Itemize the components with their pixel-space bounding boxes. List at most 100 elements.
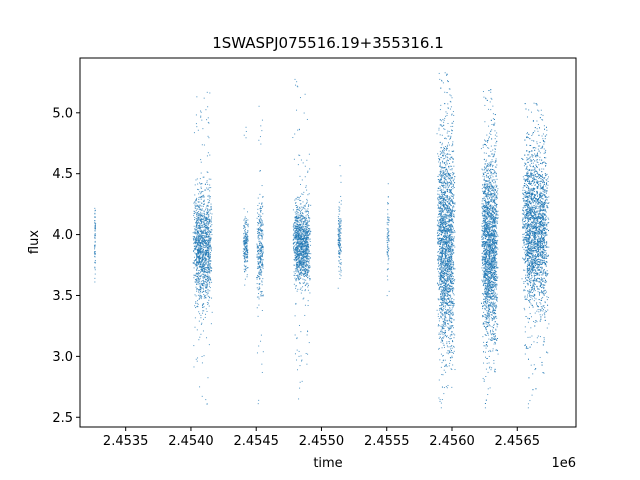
data-point xyxy=(202,287,204,289)
data-point xyxy=(207,209,209,211)
data-point xyxy=(197,219,198,221)
data-point xyxy=(196,281,198,283)
data-point xyxy=(300,292,302,294)
data-point xyxy=(256,255,258,257)
data-point xyxy=(301,225,303,227)
data-point xyxy=(300,241,302,243)
data-point xyxy=(206,310,208,312)
data-point xyxy=(260,270,262,272)
data-point xyxy=(209,281,211,283)
data-point xyxy=(256,283,258,285)
data-point xyxy=(262,295,264,297)
data-point xyxy=(203,282,205,284)
data-point xyxy=(209,279,211,281)
data-point xyxy=(444,231,446,233)
data-point xyxy=(295,243,297,245)
data-point xyxy=(244,220,246,222)
data-point xyxy=(247,249,249,251)
data-point xyxy=(387,268,389,270)
data-point xyxy=(196,213,198,215)
data-point xyxy=(443,387,445,389)
data-point xyxy=(444,312,446,314)
data-point xyxy=(297,227,299,229)
data-point xyxy=(298,227,300,229)
data-point xyxy=(440,251,442,253)
data-point xyxy=(94,225,96,227)
data-point xyxy=(257,232,259,234)
data-point xyxy=(302,263,304,265)
data-point xyxy=(448,284,450,286)
data-point xyxy=(449,240,451,242)
data-point xyxy=(262,196,264,198)
data-point xyxy=(305,241,307,243)
data-point xyxy=(247,237,249,239)
data-point xyxy=(206,233,208,235)
data-point xyxy=(447,157,449,159)
data-point xyxy=(449,291,451,293)
data-point xyxy=(261,130,263,132)
data-point xyxy=(299,272,301,274)
data-point xyxy=(306,238,308,240)
data-point xyxy=(257,267,259,269)
data-point xyxy=(196,267,198,269)
data-point xyxy=(338,206,340,208)
data-point xyxy=(386,252,388,254)
data-point xyxy=(450,251,452,253)
data-point xyxy=(294,353,296,355)
data-point xyxy=(299,259,301,261)
data-point xyxy=(198,208,200,210)
data-point xyxy=(338,229,340,231)
data-point xyxy=(94,277,96,279)
data-point xyxy=(452,300,454,302)
data-point xyxy=(448,241,450,243)
data-point xyxy=(303,255,305,257)
data-point xyxy=(257,274,259,276)
data-point xyxy=(452,171,454,173)
data-point xyxy=(201,205,203,207)
data-point xyxy=(302,286,304,288)
data-point xyxy=(210,260,212,262)
data-point xyxy=(244,240,246,242)
data-point xyxy=(338,236,340,238)
data-point xyxy=(338,220,340,222)
data-point xyxy=(260,256,262,258)
data-point xyxy=(209,277,211,279)
data-point xyxy=(441,197,443,199)
data-point xyxy=(294,220,296,222)
data-point xyxy=(448,262,450,264)
data-point xyxy=(307,331,309,333)
data-point xyxy=(300,254,302,256)
data-point xyxy=(296,262,298,264)
data-point xyxy=(198,245,200,247)
data-point xyxy=(449,138,451,140)
data-point xyxy=(244,228,246,230)
data-point xyxy=(209,209,211,211)
data-point xyxy=(301,266,303,268)
data-point xyxy=(244,251,246,253)
data-point xyxy=(260,291,262,293)
data-point xyxy=(299,250,301,252)
data-point xyxy=(257,403,259,405)
data-point xyxy=(299,282,301,284)
data-point xyxy=(439,124,441,126)
data-point xyxy=(447,211,449,213)
data-point xyxy=(243,244,245,246)
data-point xyxy=(307,210,309,212)
data-point xyxy=(303,273,305,275)
data-point xyxy=(200,246,202,248)
data-point xyxy=(259,266,261,268)
data-point xyxy=(309,233,311,235)
data-point xyxy=(439,258,441,260)
data-point xyxy=(340,275,342,277)
data-point xyxy=(206,260,208,262)
data-point xyxy=(206,280,208,282)
data-point xyxy=(256,212,258,214)
data-point xyxy=(206,403,208,405)
data-point xyxy=(199,236,201,238)
data-point xyxy=(203,203,205,205)
data-point xyxy=(257,258,259,260)
data-point xyxy=(94,235,96,237)
data-point xyxy=(438,334,440,336)
data-point xyxy=(299,246,301,248)
data-point xyxy=(203,288,205,290)
